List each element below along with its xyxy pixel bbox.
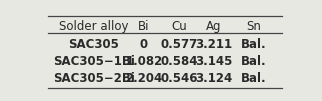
Text: SAC305: SAC305: [69, 38, 119, 51]
Text: Sn: Sn: [246, 20, 261, 33]
Text: 0.584: 0.584: [160, 55, 197, 68]
Text: SAC305−2Bi: SAC305−2Bi: [53, 72, 135, 85]
Text: 0: 0: [140, 38, 148, 51]
Text: Bal.: Bal.: [241, 55, 266, 68]
Text: 2.204: 2.204: [125, 72, 162, 85]
Text: Cu: Cu: [171, 20, 187, 33]
Text: Solder alloy: Solder alloy: [59, 20, 129, 33]
Text: Bal.: Bal.: [241, 38, 266, 51]
Text: 3.211: 3.211: [195, 38, 232, 51]
Text: Bal.: Bal.: [241, 72, 266, 85]
Text: 0.577: 0.577: [160, 38, 197, 51]
Text: SAC305−1Bi: SAC305−1Bi: [53, 55, 135, 68]
Text: 1.082: 1.082: [125, 55, 162, 68]
Text: 3.145: 3.145: [195, 55, 232, 68]
Text: Ag: Ag: [206, 20, 222, 33]
Text: 3.124: 3.124: [195, 72, 232, 85]
Text: Bi: Bi: [138, 20, 149, 33]
Text: 0.546: 0.546: [160, 72, 197, 85]
